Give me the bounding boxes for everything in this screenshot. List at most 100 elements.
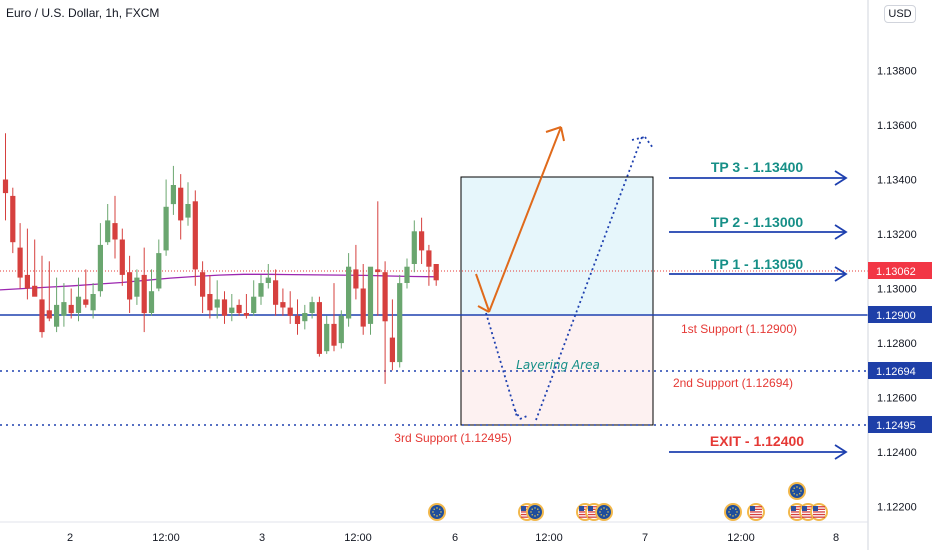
tp2-label: TP 2 - 1.13000 — [711, 214, 804, 230]
candle-body — [2, 179, 9, 194]
chart-title: Euro / U.S. Dollar, 1h, FXCM — [6, 6, 159, 20]
candle-body — [127, 272, 133, 300]
candle-body — [236, 304, 242, 314]
eu-event-icon[interactable] — [595, 503, 613, 521]
candle-body — [207, 294, 213, 311]
candle — [236, 299, 242, 316]
axis-layer: 1.12200 1.12400 1.12600 1.12800 1.13000 1.132… — [67, 66, 917, 545]
candle-body — [46, 310, 52, 319]
candle — [192, 190, 198, 286]
y-tick-label: 1.13600 — [877, 120, 917, 132]
bounce-scenario-arrow — [475, 126, 565, 313]
candle-body — [10, 195, 16, 243]
candle — [375, 201, 381, 316]
candle — [134, 269, 140, 305]
candle-body — [389, 337, 395, 363]
candle-body — [148, 291, 155, 313]
candle — [360, 264, 366, 335]
eu-event-icon[interactable] — [526, 503, 544, 521]
economic-events-layer[interactable] — [428, 482, 828, 521]
candle-body — [280, 302, 286, 308]
candle — [112, 195, 118, 259]
eu-event-icon[interactable] — [724, 503, 742, 521]
x-tick-label: 6 — [452, 532, 458, 544]
candle-body — [338, 315, 344, 344]
candle — [178, 174, 184, 240]
x-tick-label: 3 — [259, 532, 265, 544]
candle — [61, 283, 67, 327]
candle — [141, 247, 147, 333]
candle — [32, 239, 38, 297]
candle — [243, 294, 249, 319]
y-tick-label: 1.12600 — [877, 393, 917, 405]
candle-body — [229, 307, 235, 313]
candle — [46, 261, 52, 322]
y-tick-label: 1.13800 — [877, 66, 917, 78]
candle — [382, 261, 388, 384]
target-zone-box — [460, 176, 654, 316]
currency-button[interactable]: USD — [884, 5, 916, 23]
candle-body — [324, 323, 330, 352]
candle — [324, 315, 330, 354]
candle — [287, 291, 293, 324]
candle-body — [302, 313, 308, 322]
candle-body — [83, 299, 89, 305]
candle-body — [75, 296, 82, 313]
candle — [54, 277, 60, 333]
candle — [389, 299, 395, 371]
candle — [207, 274, 213, 319]
candle-body — [309, 302, 315, 313]
candle-body — [141, 274, 147, 314]
x-tick-label: 8 — [833, 532, 839, 544]
candle — [163, 179, 169, 256]
candle — [338, 310, 344, 349]
x-tick-label: 12:00 — [535, 532, 563, 544]
support-2-label: 2nd Support (1.12694) — [673, 376, 793, 390]
moving-average-layer — [0, 273, 439, 291]
x-tick-label: 7 — [642, 532, 648, 544]
support-3-label: 3rd Support (1.12495) — [394, 431, 511, 445]
candle — [397, 274, 403, 368]
tp1-label: TP 1 - 1.13050 — [711, 256, 804, 272]
candle — [17, 223, 23, 289]
candle — [302, 304, 308, 330]
candle — [2, 133, 9, 221]
candle-body — [134, 277, 140, 297]
candle — [97, 223, 103, 297]
candle — [331, 283, 337, 352]
eu-event-icon[interactable] — [428, 503, 446, 521]
us-event-icon[interactable] — [747, 503, 765, 521]
last-price-tag: 1.13062 — [868, 262, 932, 279]
candle-body — [367, 266, 374, 324]
x-tick-label: 12:00 — [344, 532, 372, 544]
eu-event-icon[interactable] — [788, 482, 806, 500]
candle — [251, 280, 257, 316]
candle — [148, 269, 155, 316]
candle-body — [112, 223, 118, 240]
candle-body — [221, 299, 228, 316]
candle — [170, 165, 176, 215]
us-event-icon[interactable] — [810, 503, 828, 521]
support-3-price-tag: 1.12495 — [868, 416, 932, 433]
svg-text:1.12694: 1.12694 — [876, 366, 916, 378]
candle-body — [178, 187, 184, 221]
candle — [83, 269, 89, 308]
candles-layer — [2, 133, 439, 384]
candle-body — [105, 220, 111, 243]
y-tick-label: 1.12200 — [877, 502, 917, 514]
candle — [419, 217, 425, 264]
x-tick-label: 12:00 — [727, 532, 755, 544]
candle-body — [170, 185, 176, 205]
candle-body — [156, 253, 162, 289]
candle-body — [294, 315, 301, 324]
candle-body — [353, 269, 359, 289]
candle — [346, 253, 352, 327]
candle-body — [24, 274, 30, 289]
svg-text:1.12495: 1.12495 — [876, 420, 916, 432]
candle — [75, 277, 82, 322]
support-2-price-tag: 1.12694 — [868, 362, 932, 379]
candle — [90, 283, 96, 319]
candle — [294, 299, 301, 335]
candle-body — [97, 244, 103, 292]
